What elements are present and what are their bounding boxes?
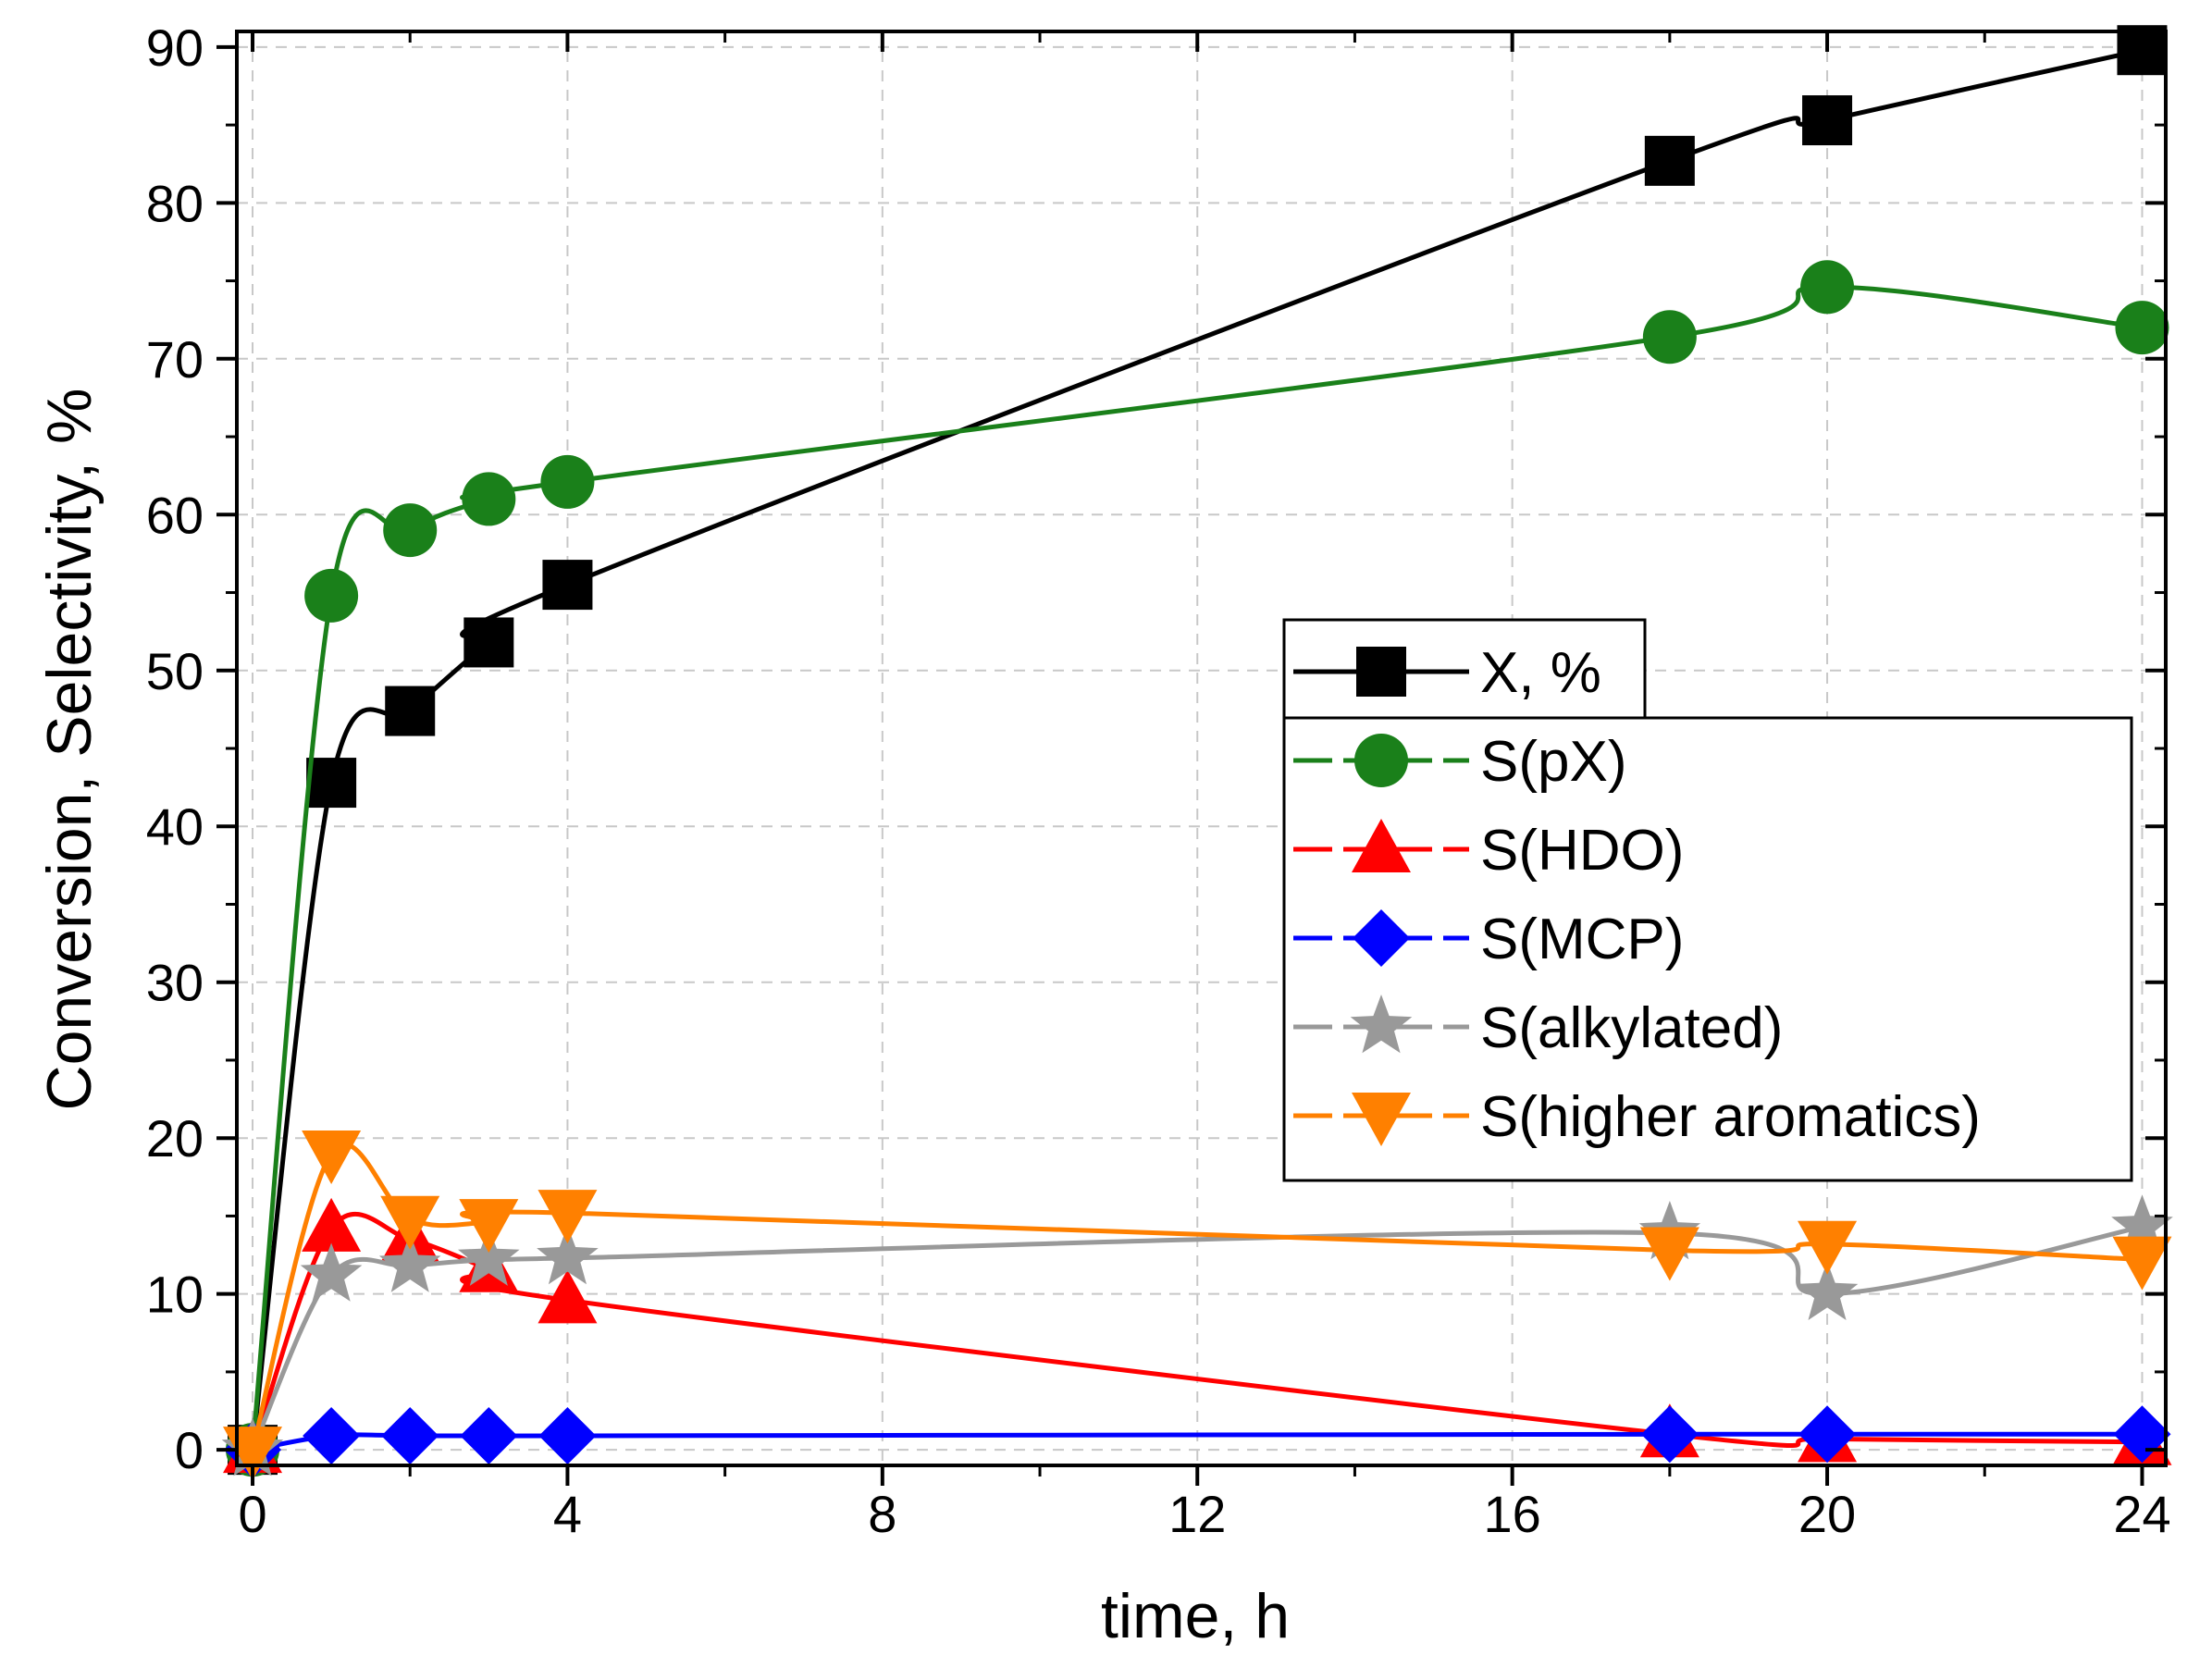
series-5 [223, 1131, 2172, 1481]
data-point [302, 1197, 362, 1252]
legend-box [1282, 716, 2133, 1182]
legend-entry-4: S(alkylated) [1293, 995, 1783, 1060]
y-tick-label: 90 [146, 19, 204, 77]
data-point [537, 1225, 599, 1285]
legend-entry-2: S(HDO) [1293, 819, 1684, 883]
legend-marker [1350, 995, 1413, 1054]
x-tick-label: 20 [1798, 1485, 1856, 1543]
y-tick-label: 20 [146, 1109, 204, 1168]
legend-marker [1352, 819, 1411, 872]
data-point [463, 617, 514, 668]
x-tick-label: 16 [1484, 1485, 1541, 1543]
legend-entry-1: S(pX) [1293, 730, 1626, 794]
data-point [381, 1406, 439, 1464]
x-tick-label: 4 [553, 1485, 582, 1543]
data-point [462, 472, 516, 526]
series-line [250, 284, 2143, 1451]
data-point [1640, 1405, 1699, 1464]
x-tick-label: 12 [1168, 1485, 1226, 1543]
data-point [458, 1227, 520, 1286]
legend-box-first [1282, 618, 1647, 720]
y-tick-label: 30 [146, 954, 204, 1012]
data-point [385, 686, 436, 736]
y-tick-label: 80 [146, 174, 204, 232]
data-point [1798, 1405, 1857, 1464]
x-tick-label: 0 [238, 1485, 266, 1543]
data-point [2111, 1194, 2173, 1254]
legend-label: S(HDO) [1480, 819, 1684, 883]
legend-label: X, % [1480, 641, 1601, 705]
data-point [303, 1406, 361, 1464]
axes: 0 4 8 12 16 20 24 0 10 20 30 40 50 60 70 80 90 [146, 19, 2171, 1543]
series-group [221, 25, 2173, 1481]
y-axis-label: Conversion, Selectivity, % [34, 388, 105, 1110]
legend-label: S(alkylated) [1480, 996, 1783, 1060]
data-point [2112, 1236, 2172, 1291]
legend-label: S(MCP) [1480, 908, 1684, 971]
x-tick-label: 24 [2113, 1485, 2170, 1543]
data-point [1644, 135, 1695, 186]
legend-label: S(pX) [1480, 730, 1626, 794]
y-tick-label: 50 [146, 642, 204, 700]
legend-label: S(higher aromatics) [1480, 1085, 1981, 1149]
y-tick-label: 40 [146, 797, 204, 856]
series-3 [224, 1405, 2171, 1479]
data-point [1802, 95, 1853, 146]
data-point [460, 1406, 518, 1464]
data-point [378, 1233, 441, 1292]
series-1 [226, 260, 2169, 1477]
data-point [538, 1406, 597, 1464]
data-point [2115, 301, 2169, 355]
data-point [538, 1190, 598, 1244]
legend-marker [1356, 647, 1406, 697]
legend-entry-0: X, % [1293, 641, 1601, 705]
x-tick-label: 8 [868, 1485, 896, 1543]
y-tick-label: 10 [146, 1266, 204, 1324]
x-axis-label: time, h [1101, 1581, 1290, 1651]
data-point [1639, 1227, 1699, 1281]
data-point [538, 1269, 598, 1324]
data-point [540, 454, 595, 509]
series-line [252, 1431, 2143, 1452]
legend-marker [1353, 909, 1410, 967]
legend-marker [1352, 1093, 1411, 1146]
data-point [459, 1199, 519, 1254]
data-point [1798, 1220, 1858, 1275]
data-point [302, 1131, 362, 1185]
data-point [1642, 310, 1697, 364]
data-point [542, 560, 593, 611]
data-point [383, 503, 438, 558]
legend-entry-3: S(MCP) [1293, 908, 1684, 971]
data-point [380, 1195, 440, 1250]
legend: X, % S(pX) S(HDO) S(MCP) S(alkylated) S(highe… [1282, 618, 2133, 1182]
data-point [304, 568, 359, 623]
data-point [1796, 1261, 1859, 1320]
legend-marker [1354, 734, 1408, 787]
y-tick-label: 0 [175, 1421, 204, 1479]
y-tick-label: 70 [146, 330, 204, 389]
data-point [1800, 260, 1855, 315]
y-tick-label: 60 [146, 486, 204, 544]
legend-entry-5: S(higher aromatics) [1293, 1085, 1981, 1149]
data-point [306, 758, 357, 809]
data-point [300, 1242, 363, 1302]
